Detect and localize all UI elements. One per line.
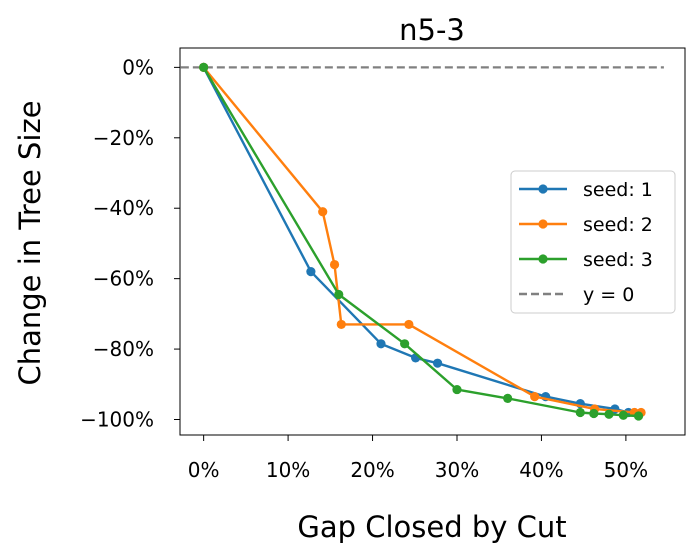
- data-point: [404, 319, 414, 330]
- data-point: [376, 339, 386, 349]
- x-tick-label: 40%: [519, 458, 563, 482]
- x-tick-label: 10%: [266, 458, 310, 482]
- y-tick-label: −40%: [93, 196, 154, 220]
- data-point: [432, 358, 443, 368]
- data-point: [306, 267, 316, 277]
- legend-marker: [538, 254, 548, 264]
- data-point: [530, 392, 540, 402]
- data-point: [452, 384, 462, 395]
- data-point: [318, 207, 328, 217]
- data-point: [199, 62, 209, 72]
- data-point: [400, 339, 410, 349]
- data-point: [503, 393, 513, 403]
- legend-label: seed: 3: [583, 249, 653, 271]
- data-point: [334, 289, 344, 300]
- y-tick-label: −80%: [93, 337, 154, 361]
- legend-label: y = 0: [583, 284, 634, 306]
- y-axis: 0% −20% −40% −60% −80% −100%: [80, 55, 180, 432]
- data-point: [329, 259, 340, 270]
- data-point: [618, 410, 628, 420]
- y-axis-label: Change in Tree Size: [13, 100, 47, 385]
- legend-label: seed: 2: [583, 214, 653, 236]
- series-line-3: [202, 66, 639, 418]
- legend-marker: [538, 184, 548, 194]
- x-tick-label: 20%: [350, 458, 394, 482]
- x-axis: 0% 10% 20% 30% 40% 50%: [188, 435, 648, 482]
- data-point: [604, 409, 614, 419]
- x-tick-label: 30%: [435, 458, 479, 482]
- y-tick-label: −60%: [93, 267, 154, 291]
- data-point: [336, 319, 346, 330]
- series-layer: [199, 62, 646, 421]
- legend-label: seed: 1: [583, 179, 653, 201]
- legend-marker: [538, 219, 548, 229]
- y-tick-label: 0%: [122, 55, 154, 79]
- legend: seed: 1 seed: 2 seed: 3 y = 0: [510, 170, 676, 314]
- x-tick-label: 0%: [188, 458, 220, 482]
- plot-area: [179, 47, 686, 436]
- data-point: [589, 408, 599, 419]
- x-axis-label: Gap Closed by Cut: [297, 510, 566, 544]
- y-tick-label: −20%: [93, 126, 154, 150]
- chart-title: n5-3: [399, 13, 465, 47]
- legend-frame: [510, 170, 676, 314]
- data-point: [575, 407, 585, 418]
- x-tick-label: 50%: [604, 458, 648, 482]
- y-tick-label: −100%: [80, 408, 154, 432]
- data-point: [633, 411, 644, 421]
